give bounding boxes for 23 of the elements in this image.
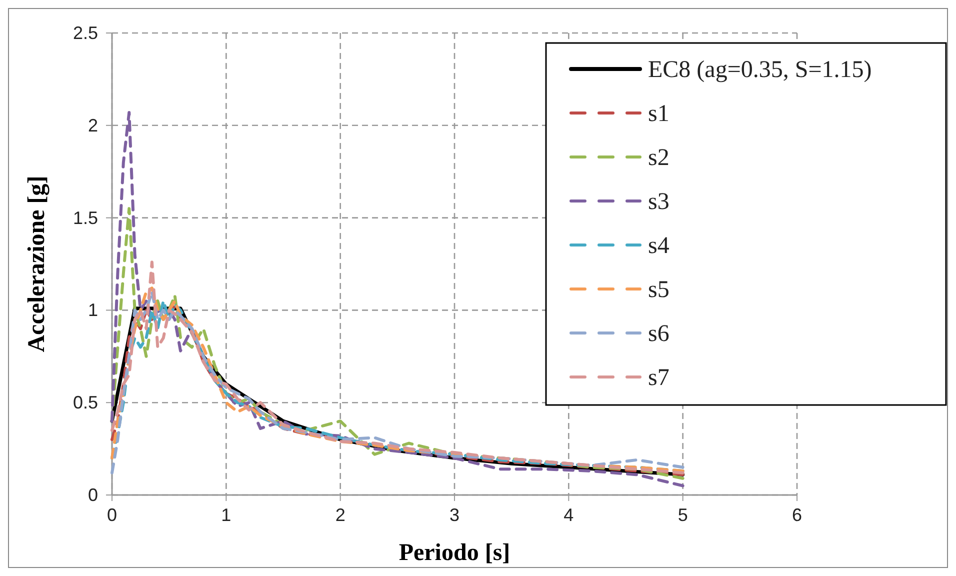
- y-tick-label: 1: [88, 300, 98, 320]
- x-tick-label: 3: [449, 505, 460, 525]
- y-tick-label: 1.5: [72, 208, 98, 228]
- y-tick-label: 0.5: [72, 392, 98, 413]
- x-tick-label: 6: [792, 505, 802, 525]
- x-tick-label: 5: [678, 505, 688, 525]
- x-tick-label: 2: [335, 505, 346, 525]
- y-axis-title: Accelerazione [g]: [24, 176, 50, 352]
- legend-label: s4: [648, 233, 670, 259]
- legend-label: s6: [648, 321, 670, 347]
- x-tick-label: 0: [106, 505, 118, 525]
- y-tick-label: 0: [88, 485, 98, 505]
- y-tick-label: 2: [88, 115, 98, 136]
- legend-label: s1: [648, 101, 670, 127]
- legend-label: s2: [648, 145, 670, 171]
- legend-label: s5: [648, 277, 670, 303]
- legend-label: EC8 (ag=0.35, S=1.15): [648, 57, 872, 83]
- x-tick-label: 1: [221, 505, 232, 525]
- legend-label: s7: [648, 365, 670, 391]
- x-tick-label: 4: [564, 505, 574, 525]
- y-tick-label: 2.5: [72, 23, 98, 43]
- legend-label: s3: [648, 189, 670, 215]
- x-axis-title: Periodo [s]: [398, 540, 510, 566]
